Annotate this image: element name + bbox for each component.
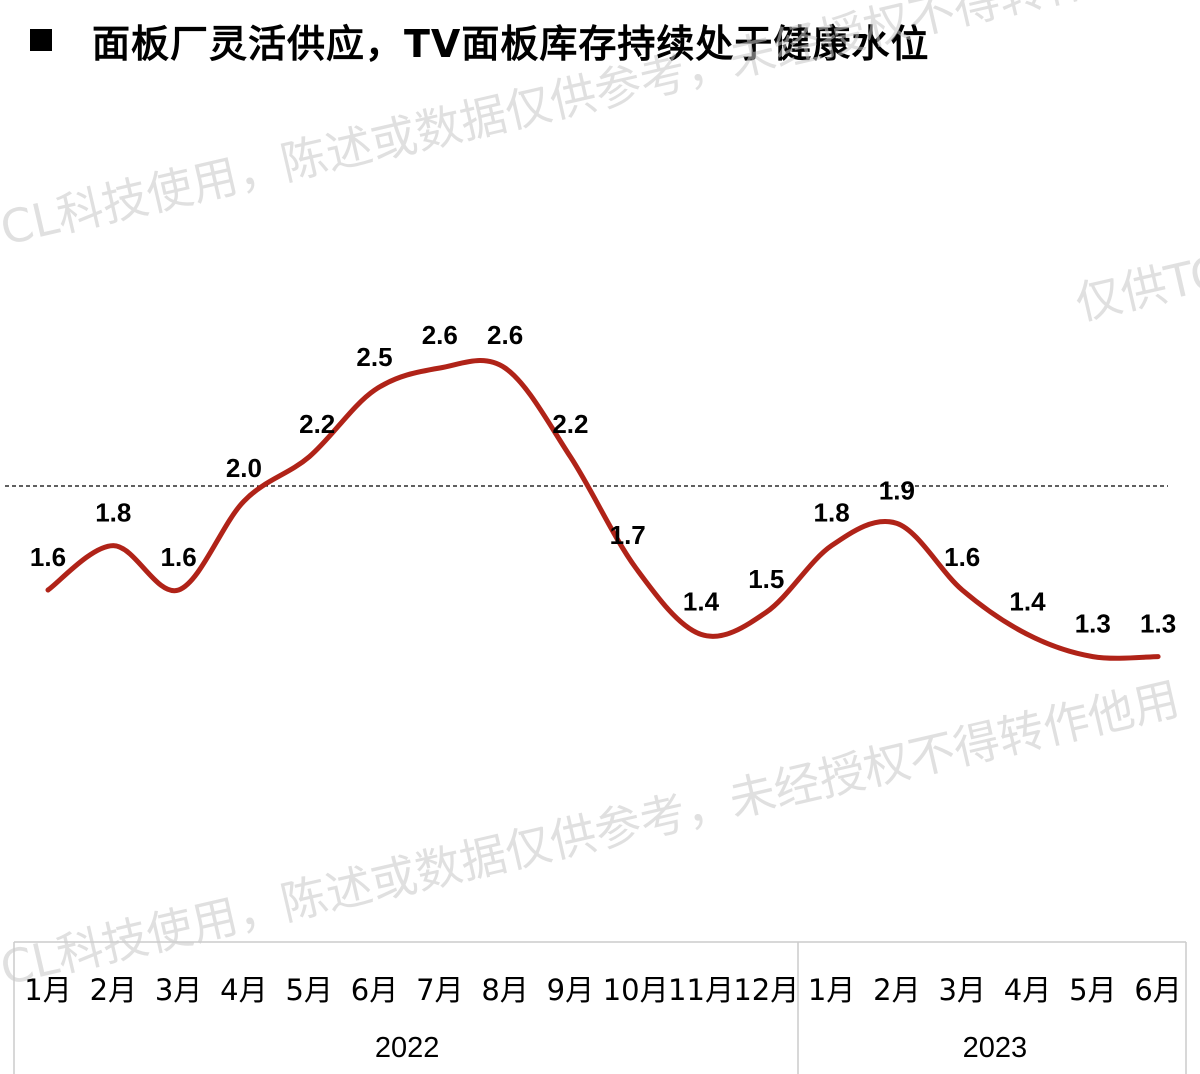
x-tick-label: 3月: [155, 973, 202, 1007]
data-label: 1.7: [610, 520, 646, 550]
x-axis: [13, 941, 1187, 1074]
x-tick-label: 6月: [1134, 973, 1181, 1007]
x-tick-label: 9月: [547, 973, 594, 1007]
x-tick-label: 5月: [1069, 973, 1116, 1007]
data-label: 2.5: [356, 342, 392, 372]
data-label: 1.3: [1140, 609, 1176, 639]
x-tick-label: 2月: [90, 973, 137, 1007]
data-label: 1.4: [683, 586, 720, 616]
data-label: 1.8: [95, 498, 131, 528]
x-tick-label: 3月: [938, 973, 985, 1007]
watermark-text: CL科技使用，陈述或数据仅供参考，未经授权不得转作他用: [0, 0, 1184, 256]
x-tick-label: 4月: [220, 973, 267, 1007]
x-tick-label: 8月: [481, 973, 528, 1007]
x-tick-labels: 1月 2月 3月 4月 5月 6月 7月 8月 9月 10月 11月 12月 1月 2月 3月 4月 5月 6月: [24, 973, 1182, 1007]
x-tick-label: 4月: [1004, 973, 1051, 1007]
data-label: 1.3: [1075, 609, 1111, 639]
data-label: 1.8: [814, 498, 850, 528]
data-label: 2.0: [226, 453, 262, 483]
watermark: CL科技使用，陈述或数据仅供参考，未经授权不得转作他用仅供TCCL科技使用，陈述…: [0, 0, 1200, 996]
year-labels: 2022 2023: [375, 1032, 1027, 1064]
x-tick-label: 6月: [351, 973, 398, 1007]
watermark-text: CL科技使用，陈述或数据仅供参考，未经授权不得转作他用: [0, 671, 1184, 995]
x-tick-label: 10月: [603, 973, 669, 1007]
year-label: 2023: [963, 1032, 1028, 1064]
data-label: 2.6: [422, 320, 458, 350]
series-line: [45, 358, 1161, 661]
data-label: 2.2: [299, 409, 335, 439]
data-label: 1.5: [748, 564, 784, 594]
data-label: 2.2: [552, 409, 588, 439]
data-label: 1.6: [161, 542, 197, 572]
watermark-text: 仅供TC: [1070, 244, 1200, 330]
data-label: 1.4: [1009, 586, 1046, 616]
x-tick-label: 5月: [285, 973, 332, 1007]
data-labels: 1.6 1.8 1.6 2.0 2.2 2.5 2.6 2.6 2.2 1.7 1.4 1.5 1.8 1…: [30, 320, 1176, 639]
title-bullet-icon: [30, 29, 52, 51]
chart-title: 面板厂灵活供应，TV面板库存持续处于健康水位: [92, 21, 930, 66]
data-label: 1.6: [944, 542, 980, 572]
x-tick-label: 1月: [24, 973, 71, 1007]
x-tick-label: 7月: [416, 973, 463, 1007]
x-tick-label: 1月: [808, 973, 855, 1007]
x-tick-label: 11月: [668, 973, 734, 1007]
data-label: 2.6: [487, 320, 523, 350]
x-tick-label: 12月: [733, 973, 799, 1007]
title-row: 面板厂灵活供应，TV面板库存持续处于健康水位: [30, 10, 929, 70]
x-tick-label: 2月: [873, 973, 920, 1007]
data-label: 1.9: [879, 475, 915, 505]
year-label: 2022: [375, 1032, 440, 1064]
data-label: 1.6: [30, 542, 66, 572]
series-line-layer: [45, 358, 1161, 661]
